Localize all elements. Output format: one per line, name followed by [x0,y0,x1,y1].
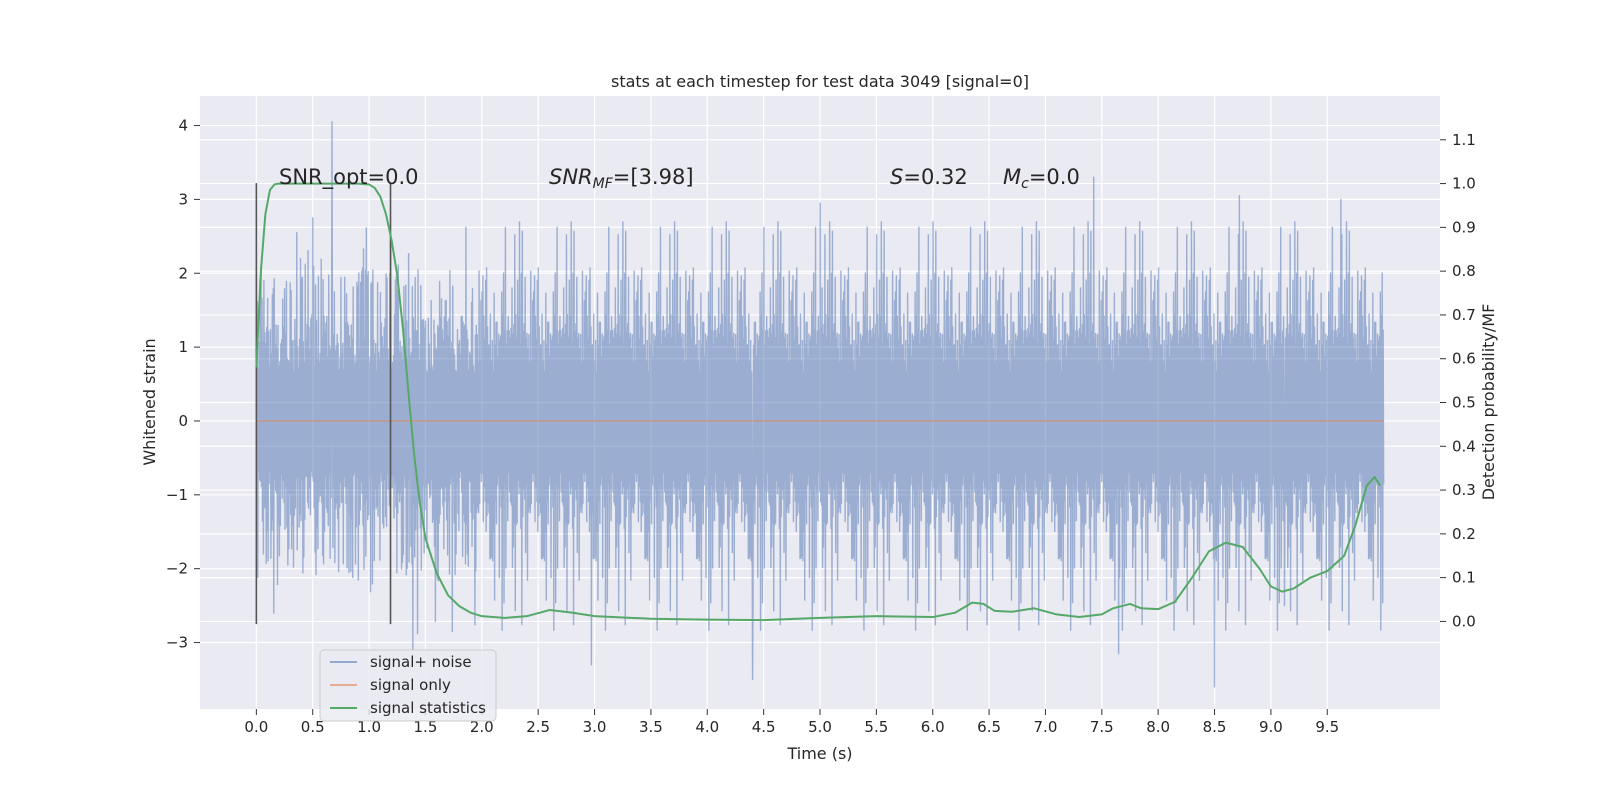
x-tick-label: 5.5 [864,718,888,736]
y2-tick-label: 0.2 [1452,525,1476,543]
signal-noise-line [255,121,1385,688]
x-tick-label: 0.5 [301,718,325,736]
legend-label-signal-only: signal only [370,676,451,694]
chart-title: stats at each timestep for test data 304… [611,72,1029,91]
x-tick-label: 1.0 [357,718,381,736]
y-tick-label: −3 [166,634,188,652]
x-tick-label: 9.0 [1259,718,1283,736]
x-tick-label: 0.0 [244,718,268,736]
x-tick-label: 8.0 [1146,718,1170,736]
y-tick-label: 3 [178,190,188,208]
y2-tick-label: 0.3 [1452,481,1476,499]
x-tick-label: 5.0 [808,718,832,736]
legend-box [319,649,497,722]
x-tick-label: 6.5 [977,718,1001,736]
y2-tick-label: 0.7 [1452,306,1476,324]
y-tick-label: 0 [178,412,188,430]
y2-tick-label: 0.9 [1452,218,1476,236]
legend: signal+ noise signal only signal statist… [319,649,497,722]
signal-noise-series [255,121,1385,688]
y2-tick-label: 1.0 [1452,175,1476,193]
y2-tick-label: 0.1 [1452,569,1476,587]
annotation-snr-mf: SNRMF=[3.98] [549,165,694,192]
y-tick-label: 4 [178,117,188,135]
y2-tick-label: 0.4 [1452,437,1476,455]
y-axis-right: 1.1 1.0 0.9 0.8 0.7 0.6 0.5 0.4 0.3 0.2 0.1 0.0 [1440,131,1476,630]
y-axis-left: 4 3 2 1 0 −1 −2 −3 [166,117,200,652]
x-axis-label: Time (s) [786,744,852,763]
x-tick-label: 4.0 [695,718,719,736]
legend-label-statistics: signal statistics [370,699,486,717]
x-tick-label: 3.5 [639,718,663,736]
y-tick-label: −2 [166,560,188,578]
y-tick-label: −1 [166,486,188,504]
legend-label-signal-noise: signal+ noise [370,653,472,671]
x-axis: 0.0 0.5 1.0 1.5 2.0 2.5 3.0 3.5 4.0 4.5 5.0 5.5 6.0 6… [244,709,1339,736]
annotation-snr-opt: SNR_opt=0.0 [279,165,419,190]
x-tick-label: 7.0 [1034,718,1058,736]
x-tick-label: 4.5 [752,718,776,736]
x-tick-label: 9.5 [1315,718,1339,736]
signal-statistics-line [255,182,1382,622]
y2-tick-label: 0.0 [1452,612,1476,630]
x-tick-label: 6.0 [921,718,945,736]
y2-tick-label: 1.1 [1452,131,1476,149]
annotation-s: S=0.32 [890,165,968,189]
x-tick-label: 7.5 [1090,718,1114,736]
y2-axis-label: Detection probability/MF [1479,304,1498,501]
y-tick-label: 1 [178,338,188,356]
y-tick-label: 2 [178,264,188,282]
y2-tick-label: 0.6 [1452,350,1476,368]
x-tick-label: 3.0 [583,718,607,736]
chart-marks [255,182,1384,625]
y-axis-label: Whitened strain [140,338,159,465]
x-tick-label: 2.5 [526,718,550,736]
annotation-mc: Mc=0.0 [1003,165,1080,192]
y2-tick-label: 0.5 [1452,394,1476,412]
x-tick-label: 1.5 [414,718,438,736]
x-tick-label: 8.5 [1203,718,1227,736]
y2-tick-label: 0.8 [1452,262,1476,280]
x-tick-label: 2.0 [470,718,494,736]
